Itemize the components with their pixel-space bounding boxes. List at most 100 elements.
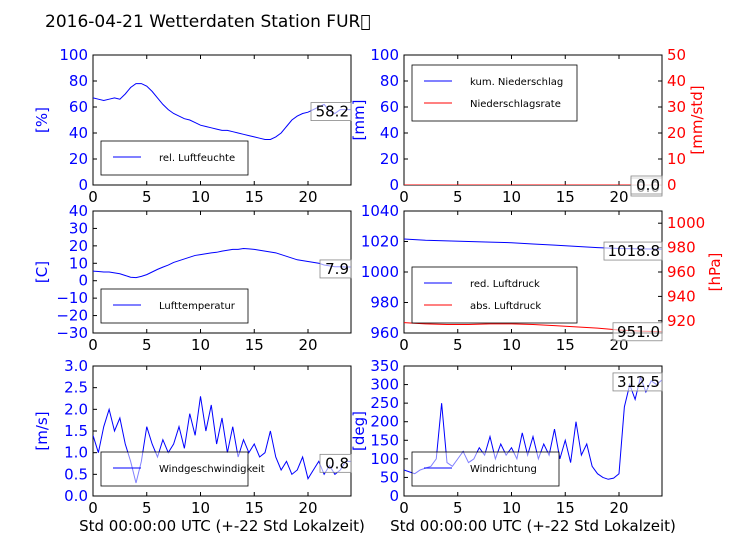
x-tick-label: 0 (88, 188, 98, 206)
y-tick-label: 40 (69, 124, 88, 142)
x-tick-label: 10 (502, 188, 521, 206)
y-tick-label: 980 (370, 294, 399, 312)
x-tick-label: 15 (556, 336, 575, 354)
x-tick-label: 10 (502, 336, 521, 354)
y-tick-label: 30 (69, 219, 88, 237)
x-tick-label: 5 (142, 188, 152, 206)
y-right-tick-label: 980 (667, 239, 696, 257)
x-tick-label: 20 (298, 188, 317, 206)
y-right-tick-label: 30 (667, 98, 686, 116)
y-tick-label: 250 (370, 394, 399, 412)
x-tick-label: 0 (88, 336, 98, 354)
x-axis-label: Std 00:00:00 UTC (+-22 Std Lokalzeit) (79, 517, 365, 535)
chart-panel-1: 0 5 10 15 20 0 20 40 60 80 100 [%] 58.2 rel. Luftfeuc… (33, 46, 352, 206)
last-value-annotation-2: 0.0 (636, 176, 660, 194)
y-tick-label: 2.0 (64, 400, 88, 418)
y-right-tick-label: 1000 (667, 214, 705, 232)
x-tick-label: 10 (191, 188, 210, 206)
y-tick-label: 40 (380, 124, 399, 142)
legend-box (100, 451, 249, 487)
last-value-annotation-box (603, 241, 663, 261)
y-tick-label: 960 (370, 324, 399, 342)
y-tick-label: 40 (69, 202, 88, 220)
legend-label: abs. Luftdruck (470, 301, 541, 312)
last-value-annotation-2-box (612, 322, 663, 342)
last-value-annotation-box (310, 102, 352, 121)
x-tick-label: 0 (88, 499, 98, 517)
y-tick-label: 1000 (361, 263, 399, 281)
x-tick-label: 5 (453, 499, 463, 517)
series-line (93, 247, 351, 279)
x-tick-label: 15 (556, 188, 575, 206)
x-tick-label: 20 (609, 188, 628, 206)
y-tick-label: −20 (56, 307, 88, 325)
x-tick-label: 5 (142, 336, 152, 354)
last-value-annotation-2-box (630, 175, 663, 195)
y-tick-label: 0 (389, 176, 399, 194)
legend-label: rel. Luftfeuchte (159, 153, 235, 164)
y-tick-label: 300 (370, 376, 399, 394)
x-tick-label: 10 (191, 499, 210, 517)
x-tick-label: 15 (245, 499, 264, 517)
last-value-annotation: 0.8 (325, 454, 349, 472)
y-axis-label: [C] (33, 261, 51, 283)
legend-label: Windrichtung (470, 464, 537, 475)
y-tick-label: 3.0 (64, 357, 88, 375)
legend-label: Windgeschwindigkeit (159, 464, 265, 475)
x-tick-label: 20 (609, 499, 628, 517)
y-tick-label: −10 (56, 289, 88, 307)
y-tick-label: 2.5 (64, 379, 88, 397)
y-tick-label: 50 (380, 468, 399, 486)
y-tick-label: 20 (380, 150, 399, 168)
y-tick-label: 10 (69, 254, 88, 272)
legend-box (100, 140, 249, 176)
y-right-tick-label: 10 (667, 150, 686, 168)
y-tick-label: 1.5 (64, 422, 88, 440)
y-right-tick-label: 940 (667, 287, 696, 305)
chart-panel-2: 0 5 10 15 20 0 20 40 60 80 100 0 10 20 30 40 50 [mm] [mm/s… (350, 46, 706, 206)
y-right-axis-label: [mm/std] (688, 85, 706, 154)
x-tick-label: 0 (399, 499, 409, 517)
figure-title: 2016-04-21 Wetterdaten Station FUR  (45, 12, 371, 32)
y-tick-label: 80 (69, 72, 88, 90)
legend-box (411, 451, 560, 487)
y-tick-label: 100 (370, 46, 399, 64)
x-tick-label: 0 (399, 188, 409, 206)
y-tick-label: 80 (380, 72, 399, 90)
y-right-tick-label: 20 (667, 124, 686, 142)
y-tick-label: 1.0 (64, 444, 88, 462)
y-tick-label: 60 (69, 98, 88, 116)
x-tick-label: 15 (556, 499, 575, 517)
y-tick-label: 200 (370, 413, 399, 431)
x-tick-label: 0 (399, 336, 409, 354)
y-tick-label: 100 (370, 450, 399, 468)
y-tick-label: 20 (69, 150, 88, 168)
y-tick-label: 0 (78, 176, 88, 194)
y-tick-label: −30 (56, 324, 88, 342)
y-axis-label: [deg] (350, 411, 368, 451)
last-value-annotation: 58.2 (316, 103, 349, 121)
y-tick-label: 100 (59, 46, 88, 64)
y-tick-label: 0 (389, 487, 399, 505)
last-value-annotation-2: 951.0 (617, 323, 660, 341)
y-axis-label: [m/s] (33, 411, 51, 450)
chart-panel-5: 0 5 10 15 20 0.0 0.5 1.0 1.5 2.0 2.5 3.0 [m/s] Std 00… (33, 357, 365, 535)
y-tick-label: 20 (69, 237, 88, 255)
x-tick-label: 5 (142, 499, 152, 517)
y-tick-label: 1040 (361, 202, 399, 220)
x-tick-label: 20 (298, 336, 317, 354)
y-tick-label: 0.5 (64, 465, 88, 483)
x-tick-label: 5 (453, 336, 463, 354)
last-value-annotation: 312.5 (617, 373, 660, 391)
x-tick-label: 15 (245, 336, 264, 354)
y-tick-label: 0 (78, 272, 88, 290)
x-axis-label: Std 00:00:00 UTC (+-22 Std Lokalzeit) (390, 517, 676, 535)
x-tick-label: 5 (453, 188, 463, 206)
y-tick-label: 60 (380, 98, 399, 116)
x-tick-label: 15 (245, 188, 264, 206)
legend-label: Niederschlagsrate (470, 99, 561, 110)
